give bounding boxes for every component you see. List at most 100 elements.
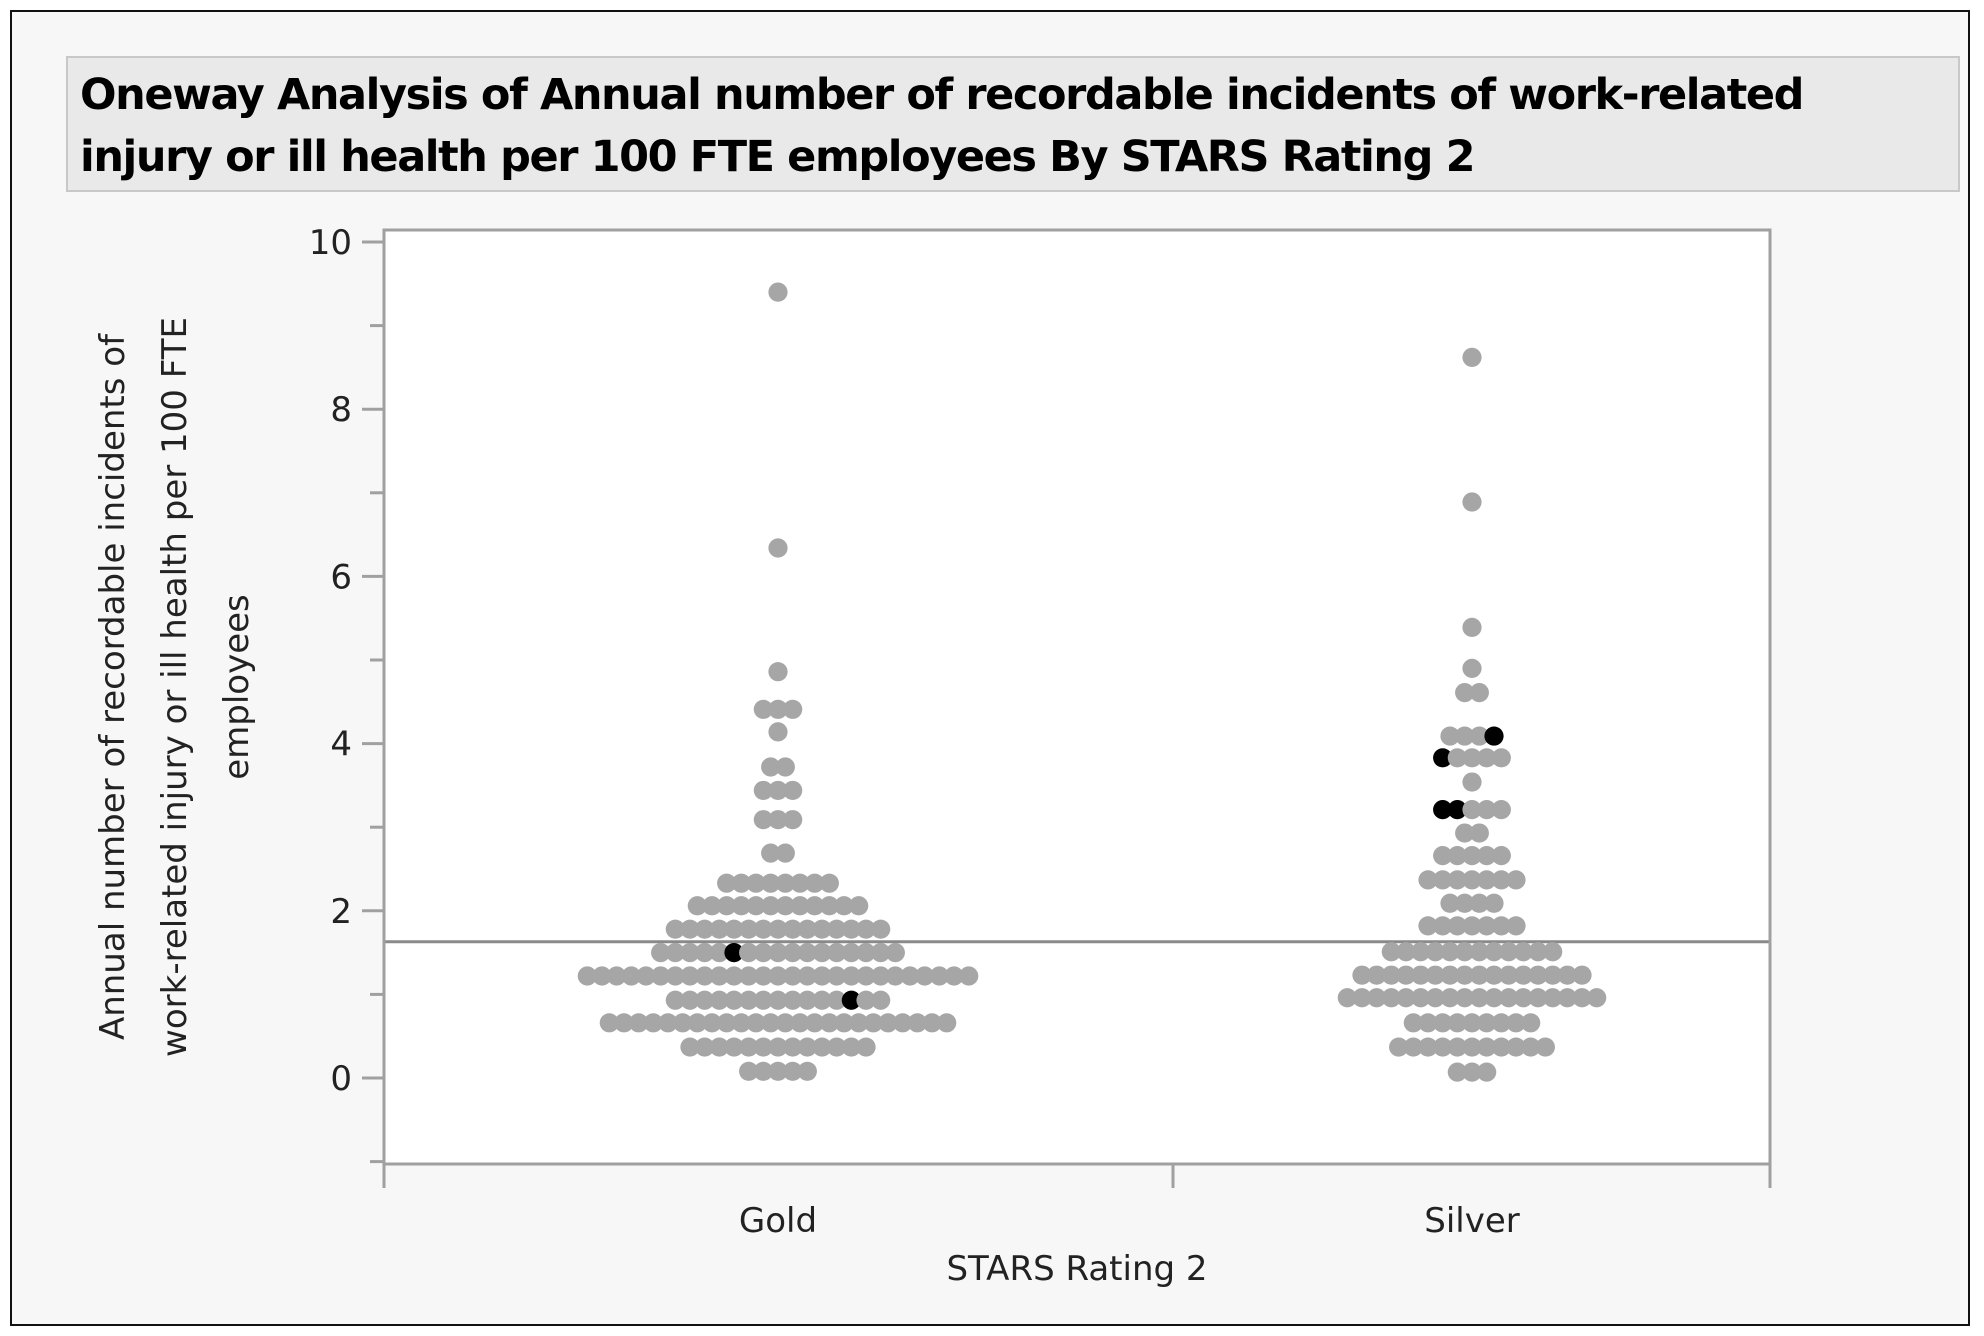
data-point[interactable] [775, 843, 795, 863]
data-point[interactable] [709, 966, 729, 986]
data-point[interactable] [1447, 748, 1467, 768]
data-point[interactable] [1440, 942, 1460, 962]
data-point[interactable] [1425, 988, 1445, 1008]
data-point[interactable] [849, 1013, 869, 1033]
data-point[interactable] [621, 966, 641, 986]
data-point[interactable] [761, 1013, 781, 1033]
data-point[interactable] [768, 662, 788, 682]
data-point[interactable] [629, 1013, 649, 1033]
data-point[interactable] [1484, 988, 1504, 1008]
data-point[interactable] [1477, 870, 1497, 890]
data-point[interactable] [1587, 988, 1607, 1008]
data-point[interactable] [1469, 965, 1489, 985]
data-point[interactable] [753, 943, 773, 963]
data-point[interactable] [819, 1013, 839, 1033]
data-point[interactable] [1455, 988, 1475, 1008]
data-point[interactable] [695, 966, 715, 986]
data-point[interactable] [1506, 870, 1526, 890]
data-point[interactable] [739, 966, 759, 986]
data-point[interactable] [790, 896, 810, 916]
data-point[interactable] [768, 699, 788, 719]
data-point[interactable] [753, 1061, 773, 1081]
data-point[interactable] [739, 990, 759, 1010]
data-point[interactable] [1499, 942, 1519, 962]
data-point[interactable] [702, 896, 722, 916]
data-point[interactable] [1425, 965, 1445, 985]
data-point[interactable] [1447, 846, 1467, 866]
data-point[interactable] [1462, 772, 1482, 792]
data-point[interactable] [1367, 965, 1387, 985]
data-point[interactable] [768, 966, 788, 986]
data-point[interactable] [709, 990, 729, 1010]
data-point[interactable] [775, 1013, 795, 1033]
data-point[interactable] [768, 919, 788, 939]
data-point[interactable] [1535, 1037, 1555, 1057]
data-point[interactable] [695, 943, 715, 963]
data-point[interactable] [1543, 965, 1563, 985]
data-point[interactable] [768, 810, 788, 830]
data-point[interactable] [724, 1037, 744, 1057]
data-point[interactable] [1469, 683, 1489, 703]
data-point[interactable] [1337, 988, 1357, 1008]
data-point[interactable] [753, 990, 773, 1010]
data-point[interactable] [753, 780, 773, 801]
data-point[interactable] [1572, 988, 1592, 1008]
data-point[interactable] [1440, 893, 1460, 913]
data-point[interactable] [768, 1037, 788, 1057]
data-point[interactable] [783, 943, 803, 963]
data-point[interactable] [1396, 942, 1416, 962]
data-point[interactable] [680, 966, 700, 986]
data-point[interactable] [922, 1013, 942, 1033]
data-point[interactable] [819, 896, 839, 916]
data-point[interactable] [1433, 870, 1453, 890]
data-point[interactable] [1491, 916, 1511, 936]
data-point[interactable] [834, 1013, 854, 1033]
data-point[interactable] [599, 1013, 619, 1033]
data-point[interactable] [812, 1037, 832, 1057]
data-point[interactable] [1462, 1013, 1482, 1033]
data-point[interactable] [871, 966, 891, 986]
data-point[interactable] [1455, 726, 1475, 746]
data-point[interactable] [827, 919, 847, 939]
data-point[interactable] [1491, 1037, 1511, 1057]
data-point[interactable] [783, 1037, 803, 1057]
data-point[interactable] [797, 990, 817, 1010]
data-point[interactable] [1477, 1037, 1497, 1057]
data-point[interactable] [1447, 870, 1467, 890]
data-point[interactable] [929, 966, 949, 986]
data-point[interactable] [856, 919, 876, 939]
data-point[interactable] [717, 1013, 737, 1033]
data-point[interactable] [577, 966, 597, 986]
data-point[interactable] [1433, 1037, 1453, 1057]
data-point[interactable] [1484, 893, 1504, 913]
data-point[interactable] [1462, 1037, 1482, 1057]
data-point[interactable] [739, 919, 759, 939]
data-point[interactable] [1381, 965, 1401, 985]
data-point[interactable] [812, 919, 832, 939]
data-point[interactable] [1403, 1013, 1423, 1033]
data-point[interactable] [1462, 617, 1482, 637]
data-point[interactable] [724, 966, 744, 986]
data-point[interactable] [739, 1061, 759, 1081]
data-point[interactable] [1418, 916, 1438, 936]
data-point[interactable] [1521, 1037, 1541, 1057]
data-point[interactable] [1491, 870, 1511, 890]
data-point[interactable] [1389, 1037, 1409, 1057]
data-point[interactable] [768, 943, 788, 963]
data-point[interactable] [805, 896, 825, 916]
data-point[interactable] [1447, 1062, 1467, 1082]
data-point[interactable] [636, 966, 656, 986]
data-point[interactable] [1411, 965, 1431, 985]
data-point[interactable] [1506, 1037, 1526, 1057]
data-point[interactable] [1433, 846, 1453, 866]
data-point[interactable] [1396, 965, 1416, 985]
data-point[interactable] [827, 990, 847, 1010]
data-point[interactable] [827, 943, 847, 963]
data-point[interactable] [1433, 916, 1453, 936]
data-point[interactable] [1440, 988, 1460, 1008]
data-point[interactable] [1381, 988, 1401, 1008]
data-point[interactable] [841, 1037, 861, 1057]
data-point[interactable] [790, 873, 810, 893]
data-point[interactable] [1418, 870, 1438, 890]
data-point[interactable] [687, 896, 707, 916]
